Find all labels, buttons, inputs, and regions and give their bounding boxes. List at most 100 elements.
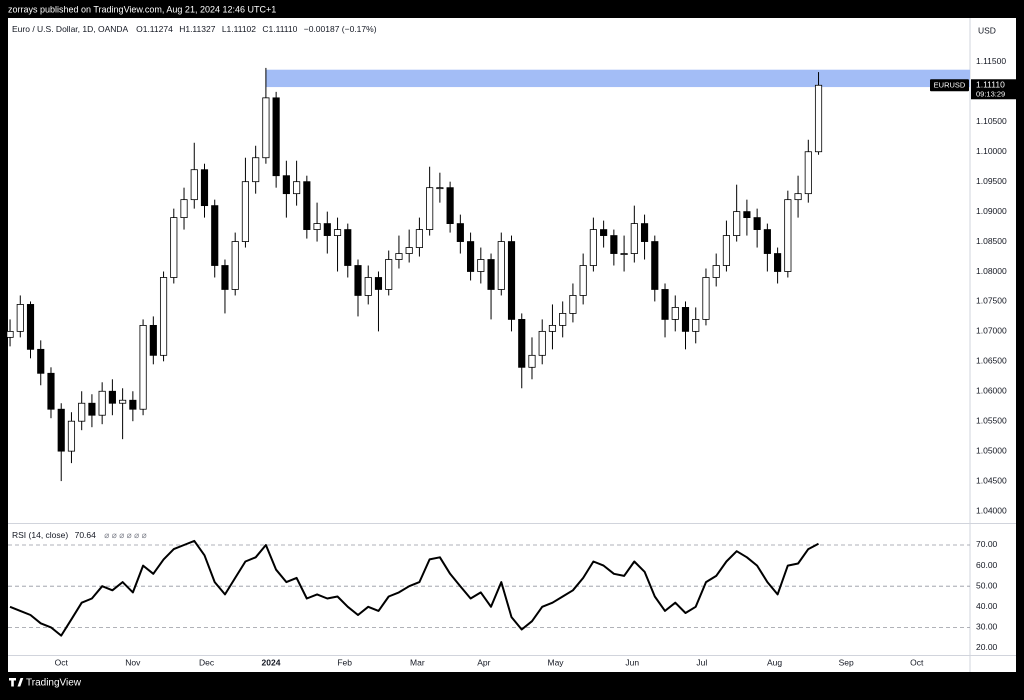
- candle-body: [487, 259, 495, 290]
- candle-body: [385, 259, 393, 290]
- chart-panel: [8, 18, 1016, 672]
- price-tag: [971, 79, 1016, 100]
- candle-body: [753, 217, 761, 230]
- candle-body: [88, 402, 96, 416]
- candle-body: [405, 247, 413, 254]
- symbol-tag-text: EURUSD: [934, 80, 966, 89]
- symbol-legend: Euro / U.S. Dollar, 1D, OANDA O1.11274 H…: [12, 24, 377, 34]
- y-tick-label: 60.00: [976, 560, 998, 570]
- x-tick-label: May: [547, 657, 564, 667]
- y-tick-label: 1.11500: [976, 56, 1006, 66]
- candle-body: [252, 157, 260, 183]
- y-tick-label: 1.04500: [976, 475, 1007, 485]
- rsi-legend: RSI (14, close) 70.64 ⌀ ⌀ ⌀ ⌀ ⌀ ⌀: [12, 530, 147, 540]
- candle-body: [395, 253, 403, 260]
- x-tick-label: Apr: [477, 657, 490, 667]
- candle-body: [681, 307, 690, 332]
- y-tick-label: 1.06000: [976, 386, 1007, 396]
- candle-body: [814, 84, 823, 153]
- y-tick-label: 1.05000: [976, 445, 1007, 455]
- axis-unit: USD: [978, 25, 996, 35]
- x-tick-label: Oct: [910, 657, 924, 667]
- candle-body: [722, 235, 731, 266]
- candle-body: [313, 223, 321, 230]
- candle-body: [78, 402, 86, 422]
- x-tick-label: Nov: [125, 657, 141, 667]
- candle-body: [303, 181, 311, 230]
- candle-body: [272, 97, 280, 177]
- symbol-title: Euro / U.S. Dollar, 1D, OANDA: [12, 24, 129, 34]
- rsi-title: RSI (14, close): [12, 530, 68, 540]
- logo: TradingView: [9, 678, 82, 689]
- candle-body: [763, 229, 771, 254]
- logo-mark: [9, 678, 24, 687]
- candle-body: [426, 187, 434, 230]
- x-tick-label: Jul: [696, 657, 707, 667]
- candle-body: [774, 253, 782, 272]
- candle-body: [661, 289, 669, 320]
- candle-body: [47, 372, 55, 410]
- x-tick-label: Dec: [199, 657, 215, 667]
- candle-body: [600, 229, 608, 236]
- ohlc-change: −0.00187 (−0.17%): [304, 24, 377, 34]
- brand: TradingView: [26, 678, 82, 689]
- candle-body: [108, 390, 116, 404]
- x-tick-label: Jun: [625, 657, 639, 667]
- candle-body: [477, 259, 485, 272]
- y-tick-label: 50.00: [976, 580, 998, 590]
- x-tick-label: Mar: [410, 657, 425, 667]
- candle-body: [293, 181, 301, 195]
- candle-body: [640, 223, 649, 242]
- candle-body: [241, 181, 250, 242]
- candle-body: [139, 324, 147, 410]
- ohlc-close: C1.11110: [262, 24, 297, 34]
- candle-body: [507, 241, 516, 320]
- ohlc-high: H1.11327: [179, 24, 216, 34]
- candle-body: [559, 313, 567, 326]
- candle-body: [26, 304, 35, 350]
- candle-body: [262, 97, 270, 159]
- candle-body: [415, 229, 423, 248]
- y-tick-label: 1.08500: [976, 236, 1007, 246]
- y-tick-label: 1.05500: [976, 415, 1007, 425]
- resistance-zone: [265, 69, 971, 88]
- x-tick-label: Oct: [55, 657, 69, 667]
- candle-body: [528, 354, 536, 368]
- candle-body: [170, 217, 178, 278]
- y-tick-label: 20.00: [976, 642, 998, 652]
- price-tag-value: 1.11110: [976, 80, 1005, 90]
- candle-body: [518, 319, 526, 368]
- candle-body: [671, 307, 679, 320]
- publisher-line: zorrays published on TradingView.com, Au…: [8, 4, 276, 14]
- candle-body: [712, 265, 720, 278]
- y-tick-label: 1.10000: [976, 146, 1007, 156]
- candle-body: [364, 277, 372, 296]
- candle-body: [620, 253, 628, 255]
- candle-body: [221, 265, 229, 290]
- y-tick-label: 1.04000: [976, 505, 1007, 515]
- candle-body: [344, 229, 352, 266]
- y-tick-label: 1.09500: [976, 176, 1007, 186]
- candle-body: [190, 169, 198, 201]
- price-tag-countdown: 09:13:29: [976, 89, 1005, 98]
- candle-body: [149, 324, 157, 356]
- y-tick-label: 40.00: [976, 601, 998, 611]
- candle-body: [67, 420, 76, 452]
- x-tick-label: Feb: [337, 657, 352, 667]
- candle-body: [57, 408, 65, 452]
- candle-body: [630, 223, 638, 254]
- x-tick-label: Sep: [839, 657, 854, 667]
- candle-body: [794, 193, 802, 201]
- candle-body: [37, 348, 45, 374]
- candle-body: [446, 187, 454, 224]
- candle-body: [119, 399, 127, 404]
- rsi-value: 70.64: [75, 530, 97, 540]
- rsi-icons: ⌀ ⌀ ⌀ ⌀ ⌀ ⌀: [104, 530, 147, 540]
- rsi-line: [9, 539, 819, 637]
- candle-body: [354, 265, 362, 296]
- candle-body: [692, 319, 700, 332]
- candle-body: [538, 330, 546, 356]
- candle-body: [374, 277, 383, 290]
